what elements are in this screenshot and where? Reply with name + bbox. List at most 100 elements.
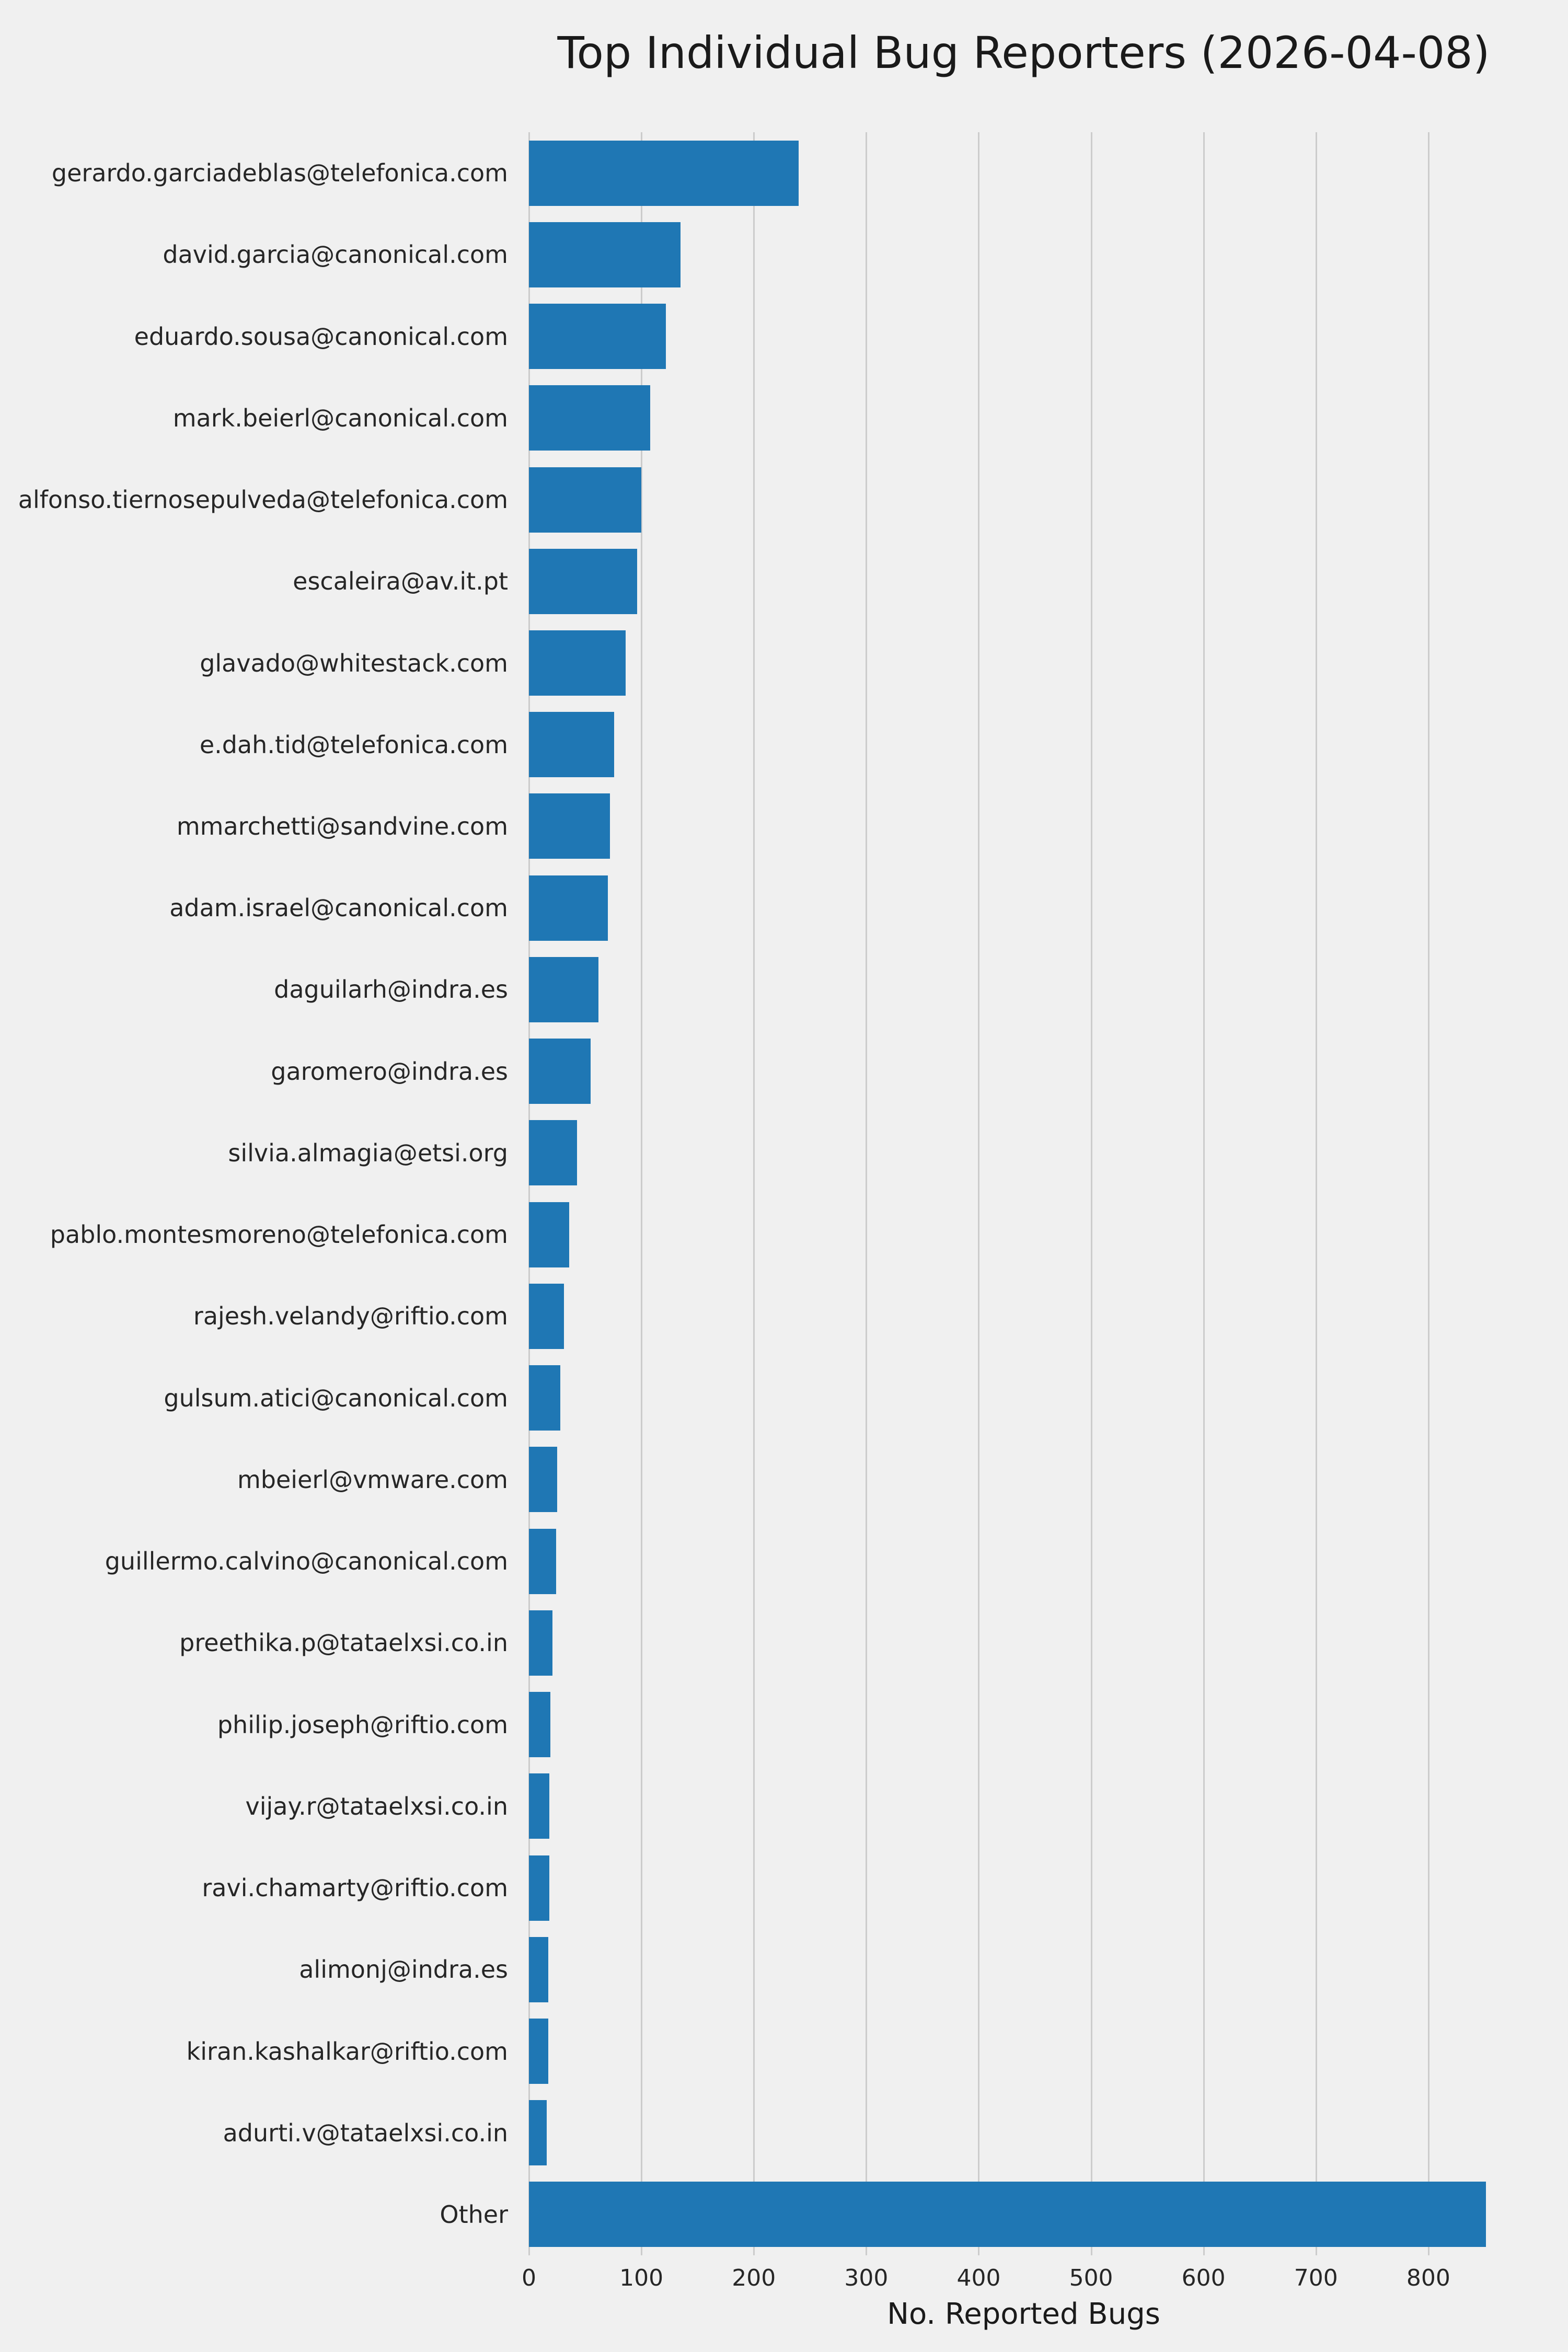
- bar-row: gerardo.garciadeblas@telefonica.com: [0, 132, 1568, 214]
- bar-label: preethika.p@tataelxsi.co.in: [179, 1629, 508, 1657]
- gridline: [1315, 132, 1317, 2255]
- bar-row: alimonj@indra.es: [0, 1929, 1568, 2010]
- bar-row: eduardo.sousa@canonical.com: [0, 295, 1568, 377]
- bar-track: [529, 1194, 1518, 1275]
- bar: [529, 793, 610, 859]
- bar-track: [529, 459, 1518, 540]
- bar-row: silvia.almagia@etsi.org: [0, 1112, 1568, 1194]
- bar-label: gerardo.garciadeblas@telefonica.com: [51, 159, 508, 188]
- bar-label: glavado@whitestack.com: [200, 649, 508, 677]
- x-tick-label: 800: [1406, 2265, 1450, 2291]
- gridline: [1090, 132, 1092, 2255]
- bar-label: philip.joseph@riftio.com: [217, 1710, 508, 1739]
- gridline-layer: [528, 132, 1518, 2255]
- gridline: [866, 132, 868, 2255]
- bar-track: [529, 1520, 1518, 1602]
- bar-label: david.garcia@canonical.com: [163, 240, 508, 269]
- bar-row: david.garcia@canonical.com: [0, 214, 1568, 295]
- bar-row: daguilarh@indra.es: [0, 949, 1568, 1030]
- x-tick-label: 400: [956, 2265, 1001, 2291]
- bar-track: [529, 786, 1518, 867]
- gridline: [1427, 132, 1429, 2255]
- bar-track: [529, 622, 1518, 704]
- bar-track: [529, 2010, 1518, 2092]
- bar-label: daguilarh@indra.es: [274, 975, 508, 1004]
- bar-track: [529, 1766, 1518, 1847]
- bar-row: philip.joseph@riftio.com: [0, 1684, 1568, 1765]
- bar-row: kiran.kashalkar@riftio.com: [0, 2010, 1568, 2092]
- bar: [529, 222, 681, 287]
- bar-label: garomero@indra.es: [271, 1057, 508, 1086]
- bar-label: alfonso.tiernosepulveda@telefonica.com: [18, 486, 508, 514]
- bar-row: mark.beierl@canonical.com: [0, 377, 1568, 459]
- bar-track: [529, 1929, 1518, 2010]
- x-tick-label: 600: [1181, 2265, 1226, 2291]
- bar-track: [529, 1357, 1518, 1439]
- gridline: [978, 132, 980, 2255]
- bar: [529, 1039, 591, 1104]
- x-tick-label: 500: [1069, 2265, 1113, 2291]
- bar-label: eduardo.sousa@canonical.com: [134, 322, 508, 351]
- bar: [529, 1773, 549, 1839]
- bar-label: mmarchetti@sandvine.com: [176, 812, 508, 840]
- bar: [529, 1855, 549, 1921]
- bar-track: [529, 1112, 1518, 1194]
- bar: [529, 1447, 557, 1513]
- gridline: [753, 132, 755, 2255]
- bar-row: mmarchetti@sandvine.com: [0, 786, 1568, 867]
- gridline: [528, 132, 530, 2255]
- bar: [529, 875, 608, 941]
- plot-area: gerardo.garciadeblas@telefonica.com david…: [0, 132, 1568, 2255]
- x-tick-label: 200: [732, 2265, 776, 2291]
- bar-track: [529, 377, 1518, 459]
- bar: [529, 1283, 564, 1349]
- bar-label: escaleira@av.it.pt: [293, 567, 508, 596]
- bar-label: guillermo.calvino@canonical.com: [105, 1547, 508, 1576]
- bar-track: [529, 295, 1518, 377]
- bar-label: gulsum.atici@canonical.com: [164, 1383, 508, 1412]
- bar: [529, 1528, 556, 1594]
- bar-track: [529, 1684, 1518, 1765]
- bar-track: [529, 2092, 1518, 2174]
- bar-label: ravi.chamarty@riftio.com: [202, 1874, 508, 1903]
- x-tick-label: 100: [619, 2265, 664, 2291]
- bar-row: garomero@indra.es: [0, 1031, 1568, 1112]
- bar-track: [529, 540, 1518, 622]
- bar-track: [529, 1602, 1518, 1684]
- bar-row: vijay.r@tataelxsi.co.in: [0, 1766, 1568, 1847]
- bar: [529, 2019, 548, 2084]
- bar-track: [529, 1847, 1518, 1929]
- x-tick-label: 300: [844, 2265, 889, 2291]
- bar-label: pablo.montesmoreno@telefonica.com: [50, 1220, 508, 1249]
- bar: [529, 1936, 548, 2002]
- bar: [529, 712, 615, 778]
- bar-rows: gerardo.garciadeblas@telefonica.com david…: [0, 132, 1568, 2255]
- bar: [529, 1610, 553, 1676]
- bar-label: alimonj@indra.es: [299, 1955, 508, 1984]
- x-tick-label: 0: [522, 2265, 536, 2291]
- bar: [529, 385, 651, 451]
- bar-track: [529, 704, 1518, 786]
- bar-label: Other: [440, 2200, 508, 2229]
- bar-label: adam.israel@canonical.com: [169, 894, 508, 923]
- bar-row: glavado@whitestack.com: [0, 622, 1568, 704]
- bar-label: adurti.v@tataelxsi.co.in: [223, 2118, 508, 2147]
- bar: [529, 1202, 570, 1267]
- bar: [529, 467, 642, 533]
- bar-row: preethika.p@tataelxsi.co.in: [0, 1602, 1568, 1684]
- bar-track: [529, 1439, 1518, 1520]
- bar-row: adam.israel@canonical.com: [0, 867, 1568, 949]
- bar-row: adurti.v@tataelxsi.co.in: [0, 2092, 1568, 2174]
- bar-row: Other: [0, 2174, 1568, 2255]
- bar: [529, 2100, 547, 2166]
- bar-row: ravi.chamarty@riftio.com: [0, 1847, 1568, 1929]
- x-tick-label: 700: [1294, 2265, 1338, 2291]
- bar-track: [529, 1275, 1518, 1357]
- bar-row: e.dah.tid@telefonica.com: [0, 704, 1568, 786]
- bar: [529, 2182, 1486, 2247]
- bar: [529, 548, 637, 614]
- bar: [529, 1120, 578, 1186]
- bar-label: e.dah.tid@telefonica.com: [199, 730, 508, 759]
- gridline: [641, 132, 643, 2255]
